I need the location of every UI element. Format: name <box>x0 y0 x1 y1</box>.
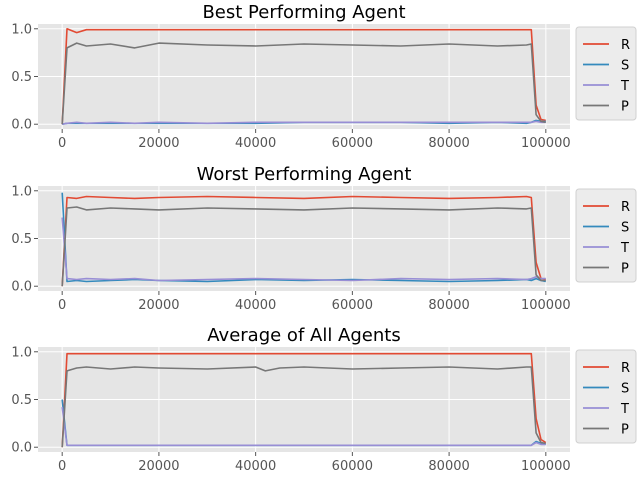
series-line-P <box>61 366 546 448</box>
y-tick-label: 0.0 <box>11 441 32 456</box>
legend-box <box>575 349 637 444</box>
x-tick-label: 60000 <box>332 298 373 313</box>
panel-best: 0 20000 40000 60000 80000 100000 0.0 0.5 1.0 Best… <box>11 2 637 151</box>
x-tick-label: 40000 <box>235 459 276 474</box>
x-tick-label: 100000 <box>521 459 571 474</box>
legend-box <box>575 188 637 283</box>
x-tick-label: 0 <box>58 298 66 313</box>
x-tick-label: 100000 <box>521 298 571 313</box>
legend-label-R: R <box>621 200 630 215</box>
series-line-P <box>61 206 546 287</box>
x-tick-label: 80000 <box>428 136 469 151</box>
series-line-R <box>61 195 546 287</box>
y-tick-label: 1.0 <box>11 345 32 360</box>
chart-title: Average of All Agents <box>207 325 400 346</box>
x-tick-label: 60000 <box>332 459 373 474</box>
legend-label-S: S <box>621 221 629 236</box>
legend-label-T: T <box>620 402 629 417</box>
y-tick-label: 0.5 <box>11 393 32 408</box>
legend-label-S: S <box>621 59 629 74</box>
series-line-R <box>61 352 547 448</box>
x-tick-label: 40000 <box>235 136 276 151</box>
x-tick-label: 20000 <box>138 459 179 474</box>
x-tick-label: 60000 <box>332 136 373 151</box>
legend-label-R: R <box>621 38 630 53</box>
legend-label-P: P <box>621 262 629 277</box>
panel-worst: 0 20000 40000 60000 80000 100000 0.0 0.5 1.0 Wors… <box>11 164 637 313</box>
legend-box <box>575 26 637 121</box>
y-tick-label: 0.5 <box>11 70 32 85</box>
series-line-R <box>61 27 546 125</box>
x-tick-label: 0 <box>58 459 66 474</box>
x-tick-label: 80000 <box>428 298 469 313</box>
series-line-P <box>61 42 546 125</box>
series-line-T <box>62 120 546 125</box>
y-tick-label: 0.0 <box>11 118 32 133</box>
x-tick-label: 80000 <box>428 459 469 474</box>
legend-label-P: P <box>621 100 629 115</box>
y-tick-label: 1.0 <box>11 184 32 199</box>
y-tick-label: 0.0 <box>11 280 32 295</box>
series-line-T <box>61 407 546 447</box>
y-tick-label: 1.0 <box>11 22 32 37</box>
series-line-T <box>61 217 546 282</box>
legend-label-R: R <box>621 361 630 376</box>
chart-title: Worst Performing Agent <box>197 164 412 185</box>
panel-avg: 0 20000 40000 60000 80000 100000 0.0 0.5 1.0 Aver… <box>11 325 637 474</box>
x-tick-label: 100000 <box>521 136 571 151</box>
chart-title: Best Performing Agent <box>202 2 405 23</box>
series-line-S <box>61 192 546 283</box>
legend-label-T: T <box>620 241 629 256</box>
legend-label-T: T <box>620 79 629 94</box>
x-tick-label: 20000 <box>138 136 179 151</box>
legend-label-P: P <box>621 423 629 438</box>
x-tick-label: 0 <box>58 136 66 151</box>
x-tick-label: 40000 <box>235 298 276 313</box>
legend-label-S: S <box>621 382 629 397</box>
x-tick-label: 20000 <box>138 298 179 313</box>
y-tick-label: 0.5 <box>11 232 32 247</box>
